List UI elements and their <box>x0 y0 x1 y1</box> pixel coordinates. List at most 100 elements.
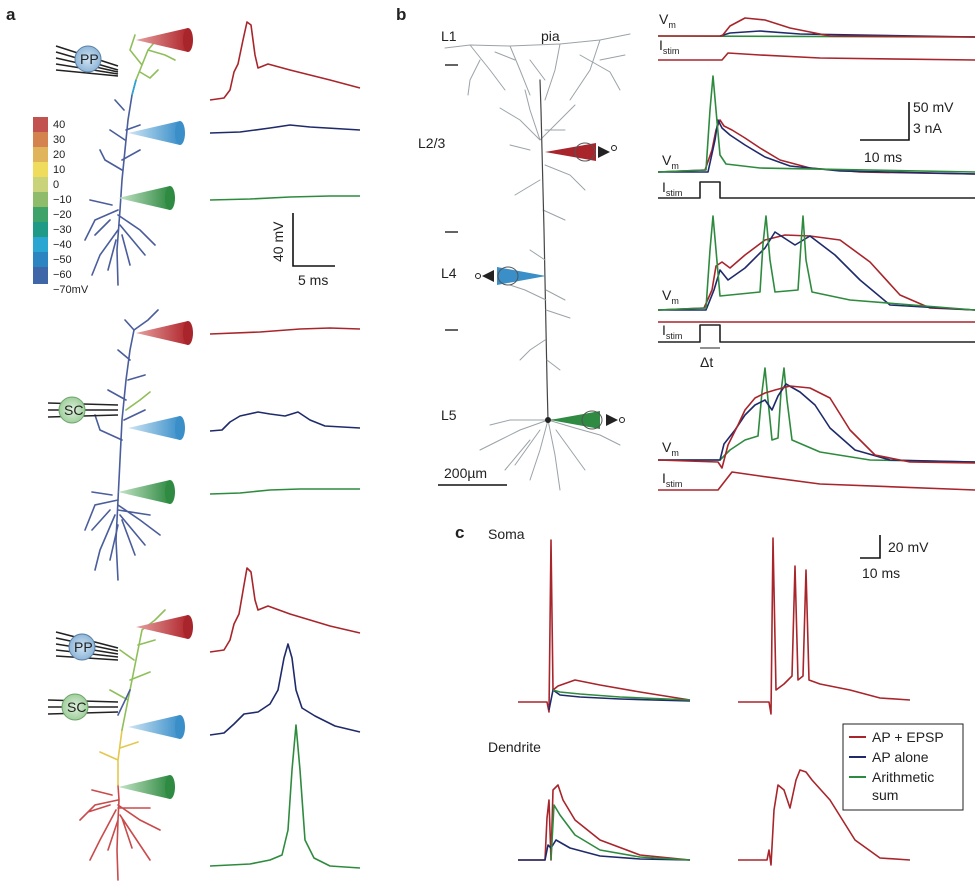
vm-label: Vm <box>662 287 679 306</box>
colorbar-tick: 0 <box>53 179 59 191</box>
pp-label-2: PP <box>74 639 93 655</box>
trace-b4-green <box>658 367 976 463</box>
trace-b2-istim <box>658 181 975 199</box>
colorbar-tick: −70mV <box>53 284 89 296</box>
sc-input-arrows-2 <box>47 693 119 721</box>
layer-l1: L1 <box>441 28 457 44</box>
scale-bar-a <box>292 213 335 267</box>
colorbar-tick: −20 <box>53 209 72 221</box>
svg-text:Vm: Vm <box>662 287 679 306</box>
scale-b-current: 3 nA <box>913 120 942 136</box>
svg-text:Istim: Istim <box>662 470 682 489</box>
legend-box <box>842 723 964 811</box>
trace-b3-blue <box>658 231 976 311</box>
svg-text:Istim: Istim <box>662 322 682 341</box>
electrode-mid-blue <box>128 121 185 145</box>
trace-a2-red <box>209 327 361 335</box>
colorbar-tick: 40 <box>53 119 65 131</box>
layer-l5: L5 <box>441 407 457 423</box>
trace-c-dend-green <box>550 804 691 861</box>
trace-c-soma-blue <box>548 689 691 711</box>
legend-ap-epsp: AP + EPSP <box>872 729 944 745</box>
trace-a1-green <box>209 195 360 201</box>
dendrite-label: Dendrite <box>488 739 541 755</box>
trace-b2-green <box>657 75 976 173</box>
istim-subscript: stim <box>666 188 683 198</box>
trace-b1-red <box>658 17 976 38</box>
istim-subscript: stim <box>666 331 683 341</box>
trace-b3-red <box>657 234 976 311</box>
electrode-dendrite-red <box>136 28 193 52</box>
istim-symbol: I <box>662 179 666 195</box>
colorbar-tick: 20 <box>53 149 65 161</box>
legend-arithmetic: Arithmetic <box>872 769 934 785</box>
trace-c-dend-red <box>518 784 691 861</box>
sc-input-arrows <box>47 396 119 424</box>
scale-a-voltage: 40 mV <box>270 221 286 262</box>
colorbar-tick: −10 <box>53 194 72 206</box>
trace-c-soma-red <box>518 539 691 713</box>
trace-c-dend-right <box>738 769 911 866</box>
svg-text:Vm: Vm <box>662 152 679 171</box>
svg-text:Istim: Istim <box>659 37 679 56</box>
vm-label: Vm <box>659 11 676 30</box>
trace-c-soma-green <box>552 689 691 701</box>
scale-b-time: 10 ms <box>864 149 902 165</box>
electrode-dendrite-red-3 <box>136 615 193 639</box>
membrane-potential-colorbar <box>33 117 48 284</box>
istim-label: Istim <box>662 470 682 489</box>
pp-label: PP <box>80 51 99 67</box>
trace-a3-green <box>209 724 361 869</box>
vm-label: Vm <box>662 439 679 458</box>
vm-subscript: m <box>671 161 679 171</box>
electrode-soma-green-2 <box>118 480 175 504</box>
trace-a1-blue <box>209 124 361 134</box>
layer-pia: pia <box>541 28 560 44</box>
layer-l23: L2/3 <box>418 135 445 151</box>
istim-subscript: stim <box>663 46 680 56</box>
colorbar-tick: −30 <box>53 224 72 236</box>
scale-200um-label: 200µm <box>444 465 487 481</box>
layer-l4: L4 <box>441 265 457 281</box>
scale-b-voltage: 50 mV <box>913 99 954 115</box>
trace-b2-blue <box>658 119 976 175</box>
istim-subscript: stim <box>666 479 683 489</box>
trace-b3-green <box>657 215 976 311</box>
trace-a2-blue <box>209 411 361 432</box>
trace-a1-red <box>209 21 361 101</box>
svg-text:Vm: Vm <box>662 439 679 458</box>
electrode-soma-green <box>118 186 175 210</box>
sc-label-2: SC <box>67 699 86 715</box>
trace-b4-blue <box>658 383 976 463</box>
vm-label: Vm <box>662 152 679 171</box>
colorbar-tick: −50 <box>53 254 72 266</box>
electrode-b-dendrite-red <box>545 142 617 162</box>
istim-symbol: I <box>662 470 666 486</box>
colorbar-tick: 10 <box>53 164 65 176</box>
trace-b3-istim <box>658 324 975 343</box>
istim-symbol: I <box>662 322 666 338</box>
vm-symbol: V <box>662 439 672 455</box>
scale-bar-c <box>860 535 881 559</box>
scale-bar-b <box>860 102 910 141</box>
trace-b4-red <box>657 385 976 469</box>
trace-a3-blue <box>209 643 361 736</box>
colorbar-ticks: 40 30 20 10 0 −10 −20 −30 −40 −50 −60 −7… <box>53 119 89 296</box>
pp-input-arrows <box>55 45 119 77</box>
delta-t-label: Δt <box>700 354 713 370</box>
vm-symbol: V <box>662 287 672 303</box>
trace-a3-red <box>209 567 361 653</box>
legend-sum: sum <box>872 787 898 803</box>
scale-c-time: 10 ms <box>862 565 900 581</box>
pp-input-arrows-2 <box>55 631 119 661</box>
trace-b4-istim <box>658 471 976 491</box>
scale-a-time: 5 ms <box>298 272 328 288</box>
vm-symbol: V <box>659 11 669 27</box>
trace-a2-green <box>209 488 360 495</box>
panel-c-label: c <box>455 523 464 542</box>
trace-b1-istim <box>658 52 976 61</box>
trace-c-soma-right <box>738 537 911 715</box>
colorbar-tick: −60 <box>53 269 72 281</box>
vm-subscript: m <box>671 448 679 458</box>
